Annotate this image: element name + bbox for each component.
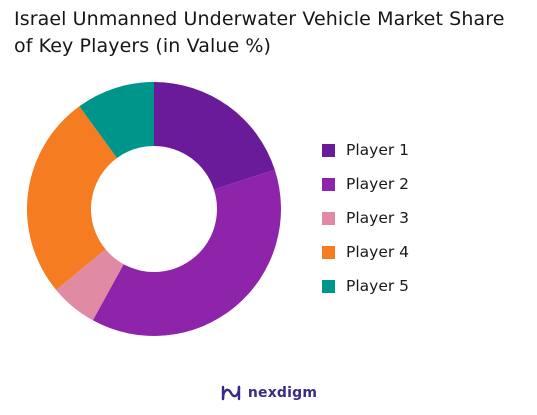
donut-slice-player-1 — [154, 82, 275, 190]
legend-label: Player 5 — [346, 277, 410, 295]
legend-item-player-4: Player 4 — [322, 235, 522, 269]
donut-slice-player-3 — [56, 249, 124, 321]
chart-title-line-2: of Key Players (in Value %) — [14, 35, 272, 57]
legend-swatch — [322, 245, 335, 259]
donut-slice-player-5 — [79, 82, 154, 159]
legend-swatch — [322, 279, 335, 293]
legend-item-player-3: Player 3 — [322, 201, 522, 235]
chart-title: Israel Unmanned Underwater Vehicle Marke… — [14, 6, 529, 60]
legend-swatch — [322, 211, 335, 225]
chart-legend: Player 1 Player 2 Player 3 Player 4 Player 5 — [322, 133, 522, 303]
legend-label: Player 2 — [346, 175, 410, 193]
footer: nexdigm — [0, 382, 537, 404]
legend-swatch — [322, 177, 335, 191]
legend-label: Player 3 — [346, 209, 410, 227]
legend-item-player-1: Player 1 — [322, 133, 522, 167]
chart-title-line-1: Israel Unmanned Underwater Vehicle Marke… — [14, 8, 505, 30]
legend-swatch — [322, 143, 335, 157]
brand-name: nexdigm — [247, 385, 318, 401]
legend-label: Player 1 — [346, 141, 410, 159]
donut-slices — [26, 82, 281, 336]
legend-item-player-2: Player 2 — [322, 167, 522, 201]
nexdigm-logo-icon — [221, 385, 241, 401]
legend-label: Player 4 — [346, 243, 410, 261]
donut-slice-player-2 — [92, 169, 281, 336]
donut-slice-player-4 — [26, 106, 117, 290]
legend-item-player-5: Player 5 — [322, 269, 522, 303]
